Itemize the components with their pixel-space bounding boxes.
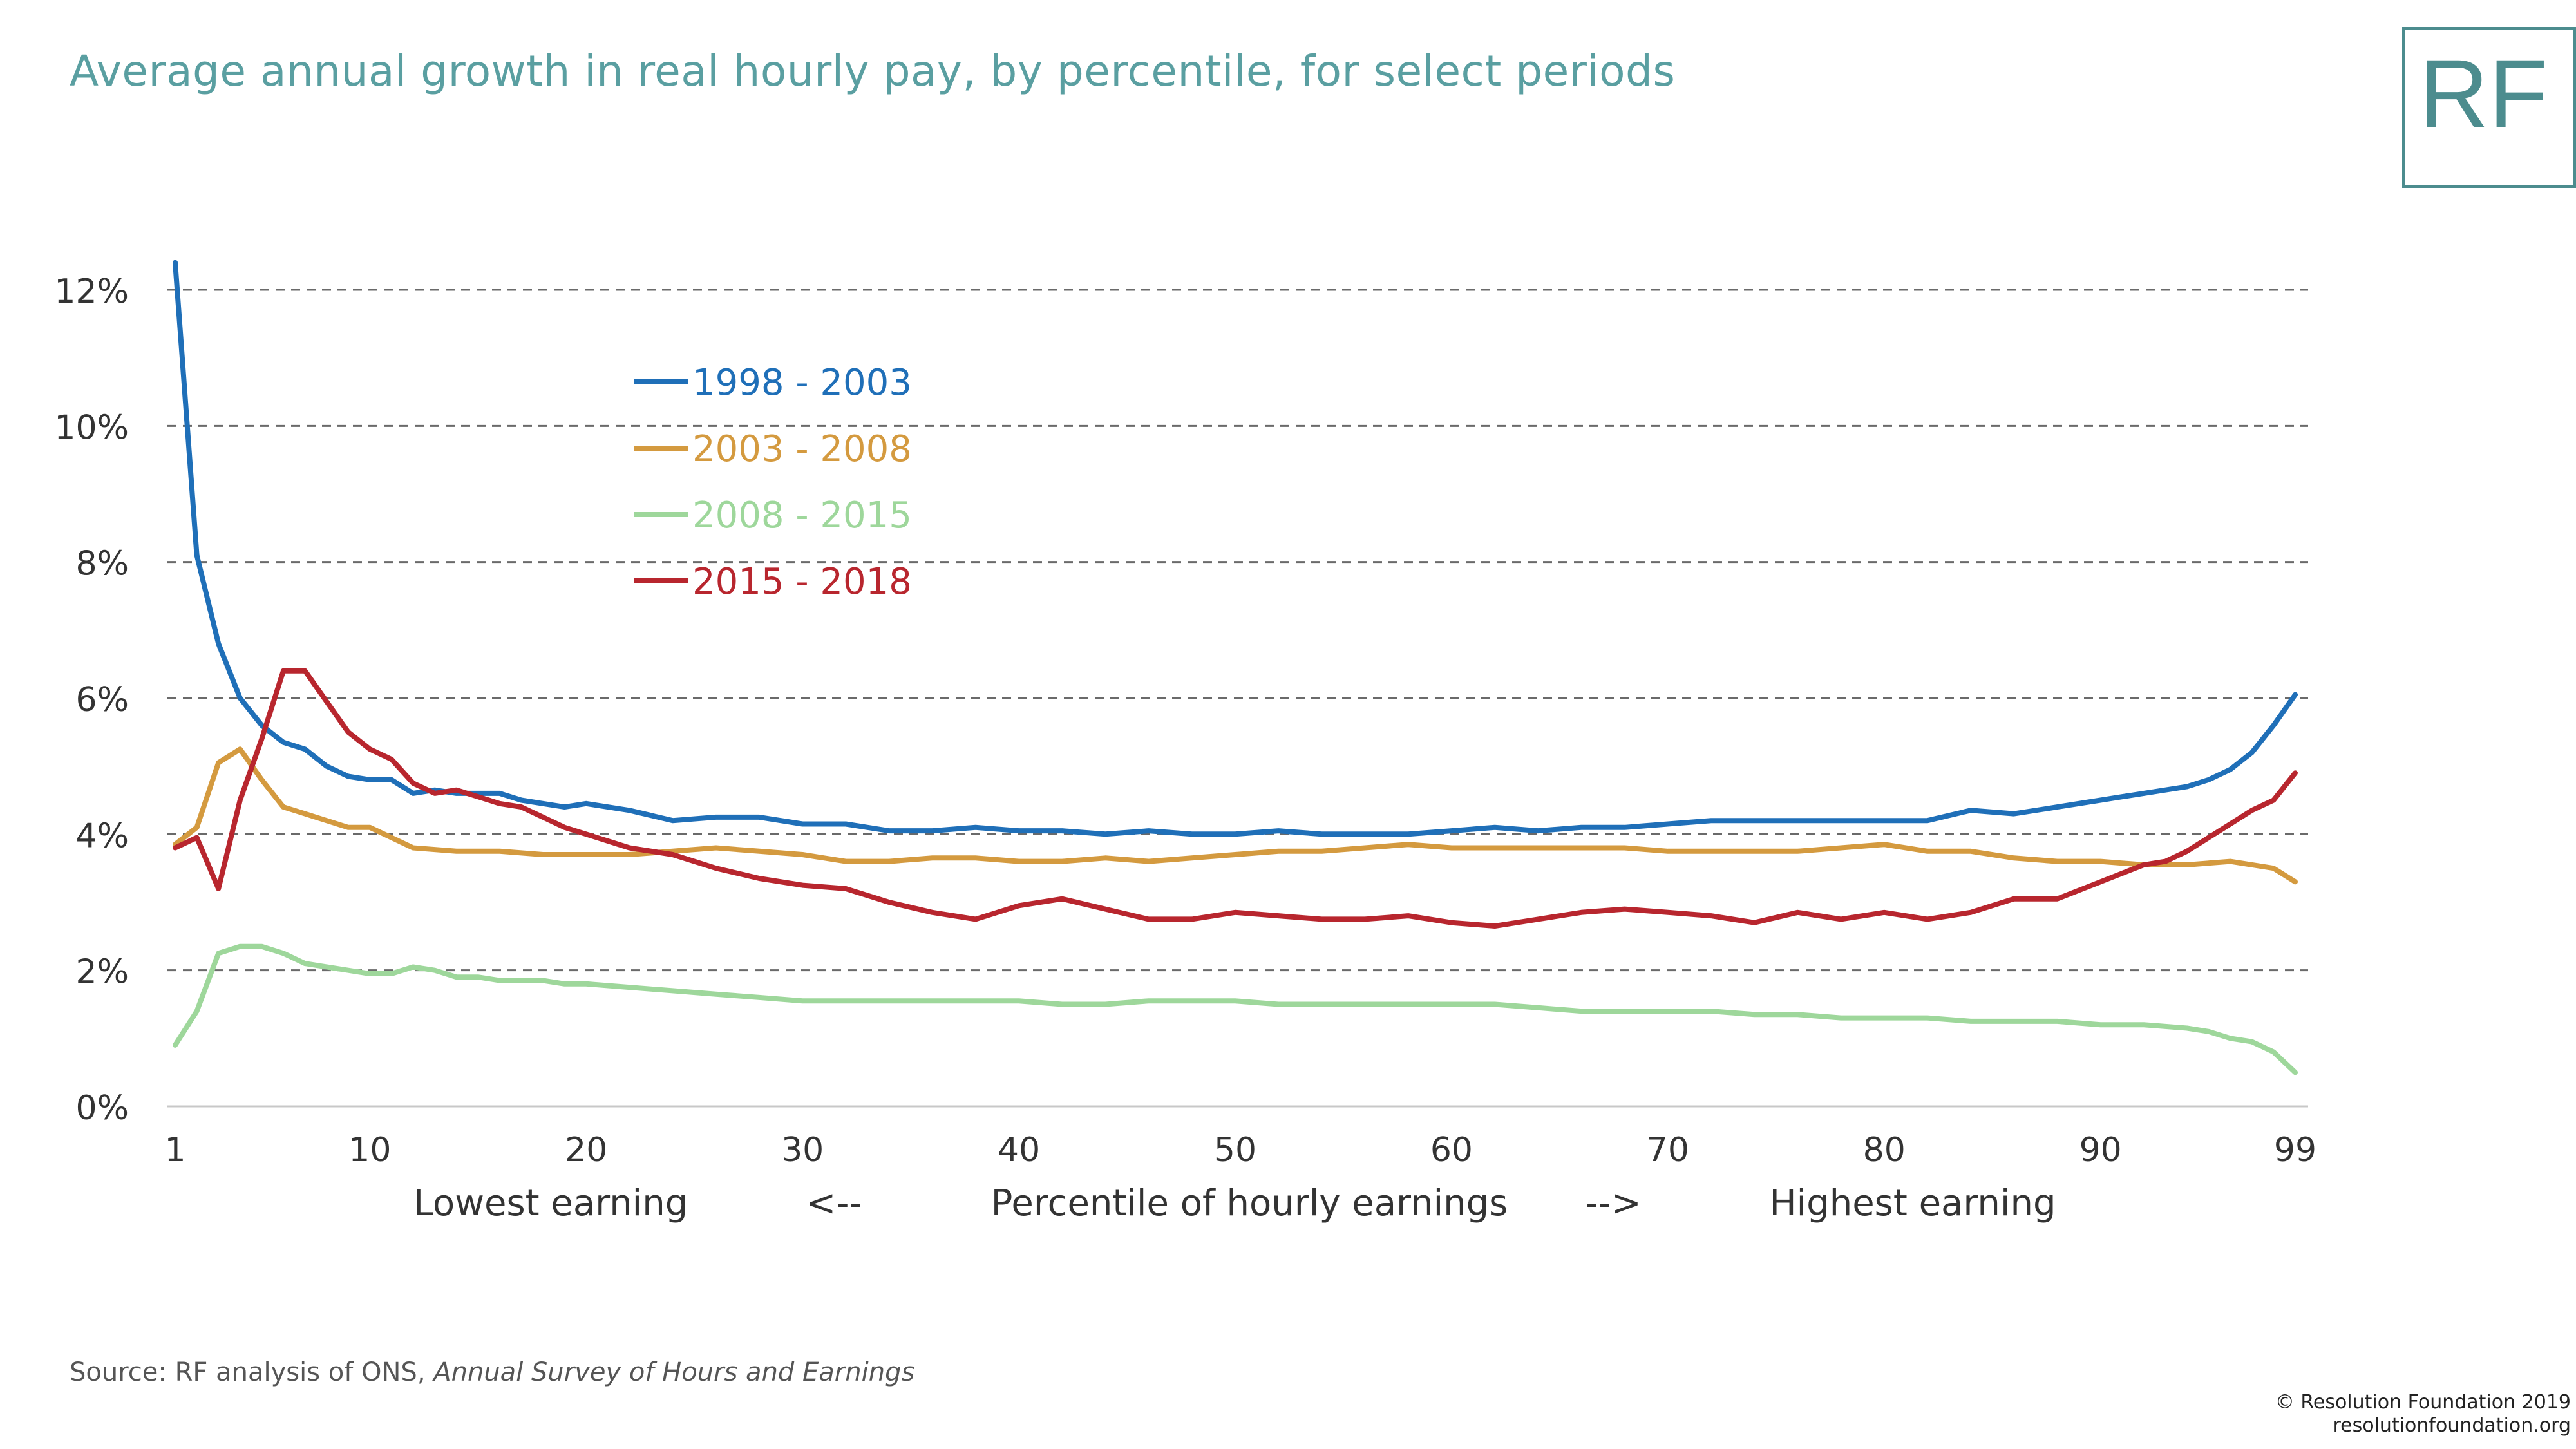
x-tick-label: 20 xyxy=(565,1131,607,1170)
legend-label: 1998 - 2003 xyxy=(692,362,912,404)
x-axis-title: Percentile of hourly earnings xyxy=(991,1182,1508,1224)
x-tick-label: 60 xyxy=(1430,1131,1473,1170)
x-tick-label: 1 xyxy=(164,1131,185,1170)
series-layer xyxy=(173,260,2298,1075)
axis-layer: 0% 2% 4% 6% 8% 10% 12% 1 10 20 30 40 50 60 70 80 90 99 xyxy=(54,272,2316,1170)
x-axis-label-right: Highest earning xyxy=(1770,1182,2056,1224)
x-tick-label: 40 xyxy=(998,1131,1040,1170)
y-tick-label: 8% xyxy=(76,545,129,583)
series-line-2015-2018 xyxy=(173,668,2298,929)
x-axis-label-group: Lowest earning <-- Percentile of hourly … xyxy=(413,1182,2056,1224)
copyright-line-2: resolutionfoundation.org xyxy=(2333,1414,2571,1437)
legend-item-2003-2008: 2003 - 2008 xyxy=(634,428,912,470)
grid-layer xyxy=(167,289,2308,972)
x-tick-label: 99 xyxy=(2274,1131,2316,1170)
x-tick-label: 50 xyxy=(1214,1131,1256,1170)
legend-item-2008-2015: 2008 - 2015 xyxy=(634,495,912,536)
y-tick-label: 10% xyxy=(54,408,129,447)
source-italic: Annual Survey of Hours and Earnings xyxy=(433,1358,915,1387)
series-line-1998-2003 xyxy=(173,260,2298,837)
chart-title: Average annual growth in real hourly pay… xyxy=(70,46,1676,96)
x-axis-label-left: Lowest earning xyxy=(413,1182,688,1224)
legend-item-1998-2003: 1998 - 2003 xyxy=(634,362,912,404)
y-tick-label: 2% xyxy=(76,953,129,992)
source-note: Source: RF analysis of ONS, Annual Surve… xyxy=(70,1358,914,1387)
series-line-2008-2015 xyxy=(173,943,2298,1075)
copyright: © Resolution Foundation 2019 resolutionf… xyxy=(2275,1391,2571,1437)
y-tick-label: 12% xyxy=(54,272,129,311)
x-tick-label: 10 xyxy=(348,1131,391,1170)
source-prefix: Source: RF analysis of ONS, xyxy=(70,1358,434,1387)
legend-label: 2008 - 2015 xyxy=(692,495,912,536)
rf-logo: RF xyxy=(2402,27,2576,188)
x-tick-label: 80 xyxy=(1863,1131,1906,1170)
x-axis-right-arrow: --> xyxy=(1585,1182,1641,1224)
y-tick-label: 4% xyxy=(76,817,129,855)
series-line-2003-2008 xyxy=(173,746,2298,885)
y-tick-label: 0% xyxy=(76,1089,129,1128)
x-axis-left-arrow: <-- xyxy=(806,1182,862,1224)
x-tick-label: 70 xyxy=(1647,1131,1689,1170)
legend: 1998 - 2003 2003 - 2008 2008 - 2015 2015 - … xyxy=(634,362,912,603)
legend-item-2015-2018: 2015 - 2018 xyxy=(634,561,912,603)
x-tick-label: 90 xyxy=(2079,1131,2122,1170)
legend-label: 2015 - 2018 xyxy=(692,561,912,603)
copyright-line-1: © Resolution Foundation 2019 xyxy=(2275,1391,2571,1414)
legend-label: 2003 - 2008 xyxy=(692,428,912,470)
x-tick-label: 30 xyxy=(781,1131,824,1170)
y-tick-label: 6% xyxy=(76,681,129,719)
